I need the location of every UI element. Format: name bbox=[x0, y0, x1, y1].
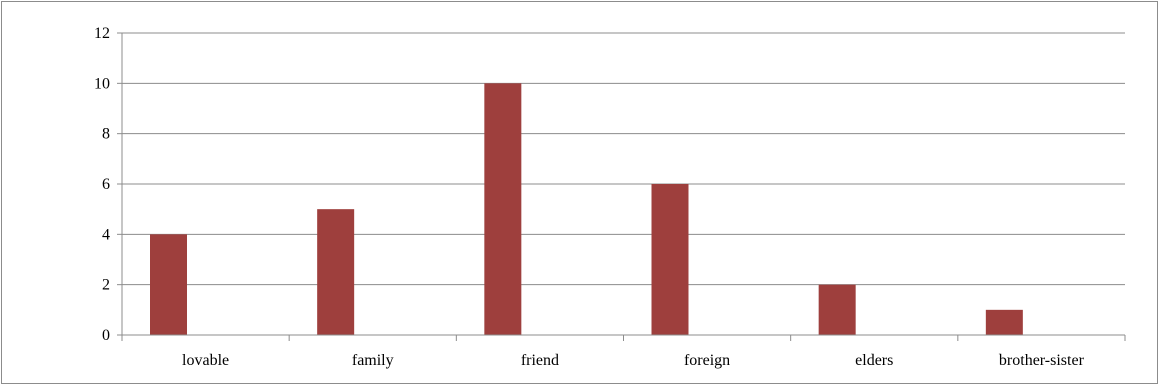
bar-family bbox=[317, 209, 355, 335]
y-tick-label-8: 8 bbox=[102, 126, 110, 143]
y-tick-label-4: 4 bbox=[102, 226, 110, 243]
y-tick-label-6: 6 bbox=[102, 176, 110, 193]
y-tick-label-0: 0 bbox=[102, 327, 110, 344]
y-tick-labels: 0 2 4 6 8 10 12 bbox=[94, 25, 110, 344]
y-tick-label-2: 2 bbox=[102, 277, 110, 294]
x-tick-label-friend: friend bbox=[521, 352, 559, 369]
x-tick-label-family: family bbox=[352, 352, 394, 369]
bar-foreign bbox=[651, 184, 689, 335]
x-tick-label-foreign: foreign bbox=[684, 352, 730, 369]
y-tick-label-12: 12 bbox=[94, 25, 110, 42]
bars bbox=[150, 83, 1023, 335]
x-tick-label-lovable: lovable bbox=[182, 352, 229, 369]
bar-lovable bbox=[150, 234, 187, 335]
x-tick-label-brother-sister: brother-sister bbox=[999, 352, 1085, 369]
gridlines bbox=[122, 32, 1125, 286]
bar-elders bbox=[818, 284, 856, 335]
bar-brother-sister bbox=[985, 309, 1023, 335]
axes bbox=[117, 32, 1126, 341]
x-tick-labels: lovable family friend foreign elders brother-… bbox=[182, 352, 1085, 369]
bar-friend bbox=[484, 83, 522, 335]
x-tick-label-elders: elders bbox=[855, 352, 893, 369]
y-tick-label-10: 10 bbox=[94, 75, 110, 92]
